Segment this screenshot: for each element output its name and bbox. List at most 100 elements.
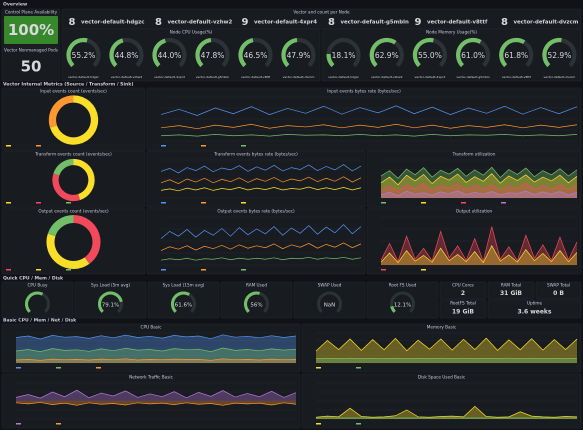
panel bbox=[535, 281, 582, 300]
panel-title: Control Plane Availability bbox=[5, 10, 58, 15]
gauge-fill bbox=[152, 38, 167, 68]
legend-swatch bbox=[381, 269, 386, 271]
panel bbox=[61, 8, 582, 30]
gauge-fill bbox=[412, 37, 434, 68]
panel-title: Transform events bytes rate (bytes/sec) bbox=[213, 152, 298, 157]
gauge-value: 62.9% bbox=[375, 51, 399, 60]
donut-segment bbox=[73, 214, 101, 264]
legend-swatch bbox=[36, 145, 41, 147]
series-line bbox=[160, 186, 362, 192]
series-line bbox=[160, 256, 362, 261]
panel-title: Memory Basic bbox=[427, 325, 457, 330]
donut-segment bbox=[47, 214, 74, 237]
panel-title: Transform utilization bbox=[452, 152, 496, 157]
panel-title: RootFS Total bbox=[450, 301, 476, 306]
series-area bbox=[316, 358, 577, 363]
gauge-value: 61.0% bbox=[461, 51, 485, 60]
stat-value: 100% bbox=[8, 21, 54, 39]
gauge-name: vector-default-v8ttf bbox=[241, 75, 271, 79]
panel-title: Sys Load (5m avg) bbox=[91, 283, 130, 288]
panel-title: CPU Busy bbox=[27, 283, 48, 288]
legend-swatch bbox=[201, 202, 206, 204]
node-count: 8 bbox=[501, 17, 508, 28]
gauge-fill bbox=[390, 305, 396, 313]
node-count: 8 bbox=[155, 17, 162, 28]
gauge-value: 18.1% bbox=[332, 51, 356, 60]
gauge-name: vector-default-v8ttf bbox=[502, 75, 532, 79]
stat-value: 2 bbox=[461, 290, 465, 297]
panel-title: Output utilization bbox=[456, 209, 493, 214]
panel-title: Vector and count per Node bbox=[293, 10, 350, 15]
panel-title: Input events bytes rate (bytes/sec) bbox=[327, 89, 401, 94]
row-header: Quick CPU / Mem / Disk bbox=[3, 276, 64, 282]
donut-segment bbox=[46, 233, 90, 270]
gauge-value: 55.2% bbox=[72, 51, 96, 60]
panel-title: SWAP Used bbox=[318, 283, 342, 288]
row-header: Basic CPU / Mem / Net / Disk bbox=[3, 318, 77, 324]
panel bbox=[1, 87, 146, 151]
gauge-fill bbox=[281, 37, 298, 68]
legend-swatch bbox=[66, 202, 71, 204]
gauge-fill bbox=[238, 38, 254, 68]
series-line bbox=[315, 405, 578, 418]
series-area bbox=[16, 358, 296, 363]
series-line bbox=[160, 176, 362, 184]
legend-swatch bbox=[6, 202, 11, 204]
gauge-fill bbox=[170, 291, 191, 313]
legend-swatch bbox=[421, 202, 426, 204]
panel-title: Transform events count (events/sec) bbox=[34, 152, 112, 157]
gauge-value: 46.5% bbox=[244, 51, 268, 60]
node-name: vector-default-hdgzc bbox=[81, 20, 144, 26]
panel-title: RAM Used bbox=[246, 283, 267, 288]
legend-swatch bbox=[201, 269, 206, 271]
panel bbox=[1, 150, 146, 208]
panel-title: Uptime bbox=[527, 301, 543, 306]
panel bbox=[293, 281, 366, 319]
gauge-track bbox=[316, 291, 343, 313]
legend-swatch bbox=[56, 423, 61, 425]
gauge-name: vector-default-hdgzc bbox=[68, 75, 99, 79]
stat-value: 50 bbox=[21, 58, 42, 76]
panel bbox=[439, 299, 487, 319]
legend-swatch bbox=[381, 202, 386, 204]
series-line bbox=[380, 226, 578, 263]
node-name: vector-default-g5mbln bbox=[341, 20, 409, 26]
panel-title: Node CPU Usage(%) bbox=[170, 30, 213, 35]
panel-title: Output events count (events/sec) bbox=[38, 209, 109, 214]
panel bbox=[366, 281, 439, 319]
gauge-fill bbox=[369, 37, 397, 68]
series-line bbox=[380, 166, 578, 179]
gauge-name: vector-default-4xpr4 bbox=[154, 75, 185, 79]
gauge-value: 52.9% bbox=[548, 51, 572, 60]
series-line bbox=[160, 123, 578, 130]
panel bbox=[487, 281, 535, 300]
donut-segment bbox=[48, 95, 74, 128]
panel bbox=[220, 281, 293, 319]
series-line bbox=[15, 389, 297, 399]
series-line bbox=[15, 334, 297, 340]
gauge-value: 55.0% bbox=[418, 51, 442, 60]
legend-swatch bbox=[16, 367, 21, 369]
panel bbox=[439, 281, 487, 300]
gauge-track bbox=[389, 291, 416, 313]
legend-swatch bbox=[461, 202, 466, 204]
panel bbox=[487, 299, 582, 319]
legend-swatch bbox=[56, 367, 61, 369]
series-line bbox=[160, 105, 578, 116]
node-name: vector-default-dvzcm bbox=[514, 20, 579, 26]
gauge-fill bbox=[109, 38, 124, 68]
gauge-fill bbox=[24, 291, 44, 313]
series-line bbox=[380, 173, 578, 186]
panel-title: CPU Basic bbox=[141, 325, 163, 330]
legend-swatch bbox=[201, 145, 206, 147]
legend-swatch bbox=[6, 145, 11, 147]
legend-swatch bbox=[16, 423, 21, 425]
panel-title: Vector Nonmanaged Pods bbox=[4, 48, 58, 53]
series-area bbox=[381, 245, 577, 265]
panel-title: RAM Total bbox=[501, 283, 521, 288]
legend-swatch bbox=[501, 202, 506, 204]
legend-swatch bbox=[161, 145, 166, 147]
legend-swatch bbox=[161, 269, 166, 271]
panel bbox=[1, 46, 61, 82]
